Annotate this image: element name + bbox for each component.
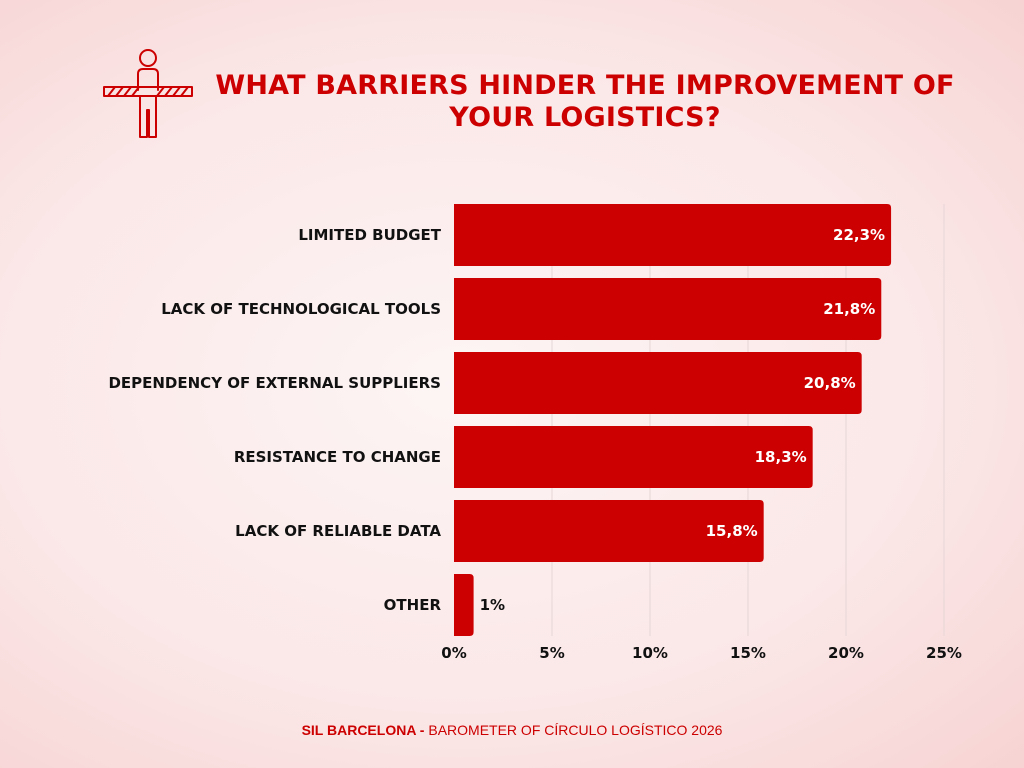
chart-title: WHAT BARRIERS HINDER THE IMPROVEMENT OF … <box>215 70 955 133</box>
footer-source-text: BAROMETER OF CÍRCULO LOGÍSTICO 2026 <box>428 722 723 738</box>
bar <box>454 574 474 636</box>
value-label: 21,8% <box>823 300 875 318</box>
x-tick-label: 0% <box>441 644 466 662</box>
category-label: RESISTANCE TO CHANGE <box>234 448 441 466</box>
x-tick-label: 10% <box>632 644 668 662</box>
bar <box>454 426 813 488</box>
footer-brand: SIL BARCELONA - <box>301 722 425 738</box>
x-tick-label: 15% <box>730 644 766 662</box>
category-label: LACK OF RELIABLE DATA <box>235 522 441 540</box>
x-tick-label: 25% <box>926 644 962 662</box>
value-label: 15,8% <box>706 522 758 540</box>
bar <box>454 500 764 562</box>
value-label: 1% <box>480 596 505 614</box>
bar <box>454 278 882 340</box>
bar <box>454 352 862 414</box>
value-label: 18,3% <box>755 448 807 466</box>
value-label: 22,3% <box>833 226 885 244</box>
bar <box>454 204 892 266</box>
value-label: 20,8% <box>804 374 856 392</box>
x-tick-label: 20% <box>828 644 864 662</box>
category-label: DEPENDENCY OF EXTERNAL SUPPLIERS <box>108 374 441 392</box>
category-label: LIMITED BUDGET <box>298 226 441 244</box>
footer-source: SIL BARCELONA - BAROMETER OF CÍRCULO LOG… <box>0 722 1024 738</box>
category-label: LACK OF TECHNOLOGICAL TOOLS <box>161 300 441 318</box>
x-tick-label: 5% <box>539 644 564 662</box>
category-label: OTHER <box>384 596 442 614</box>
person-holding-barrier-icon <box>103 49 193 138</box>
